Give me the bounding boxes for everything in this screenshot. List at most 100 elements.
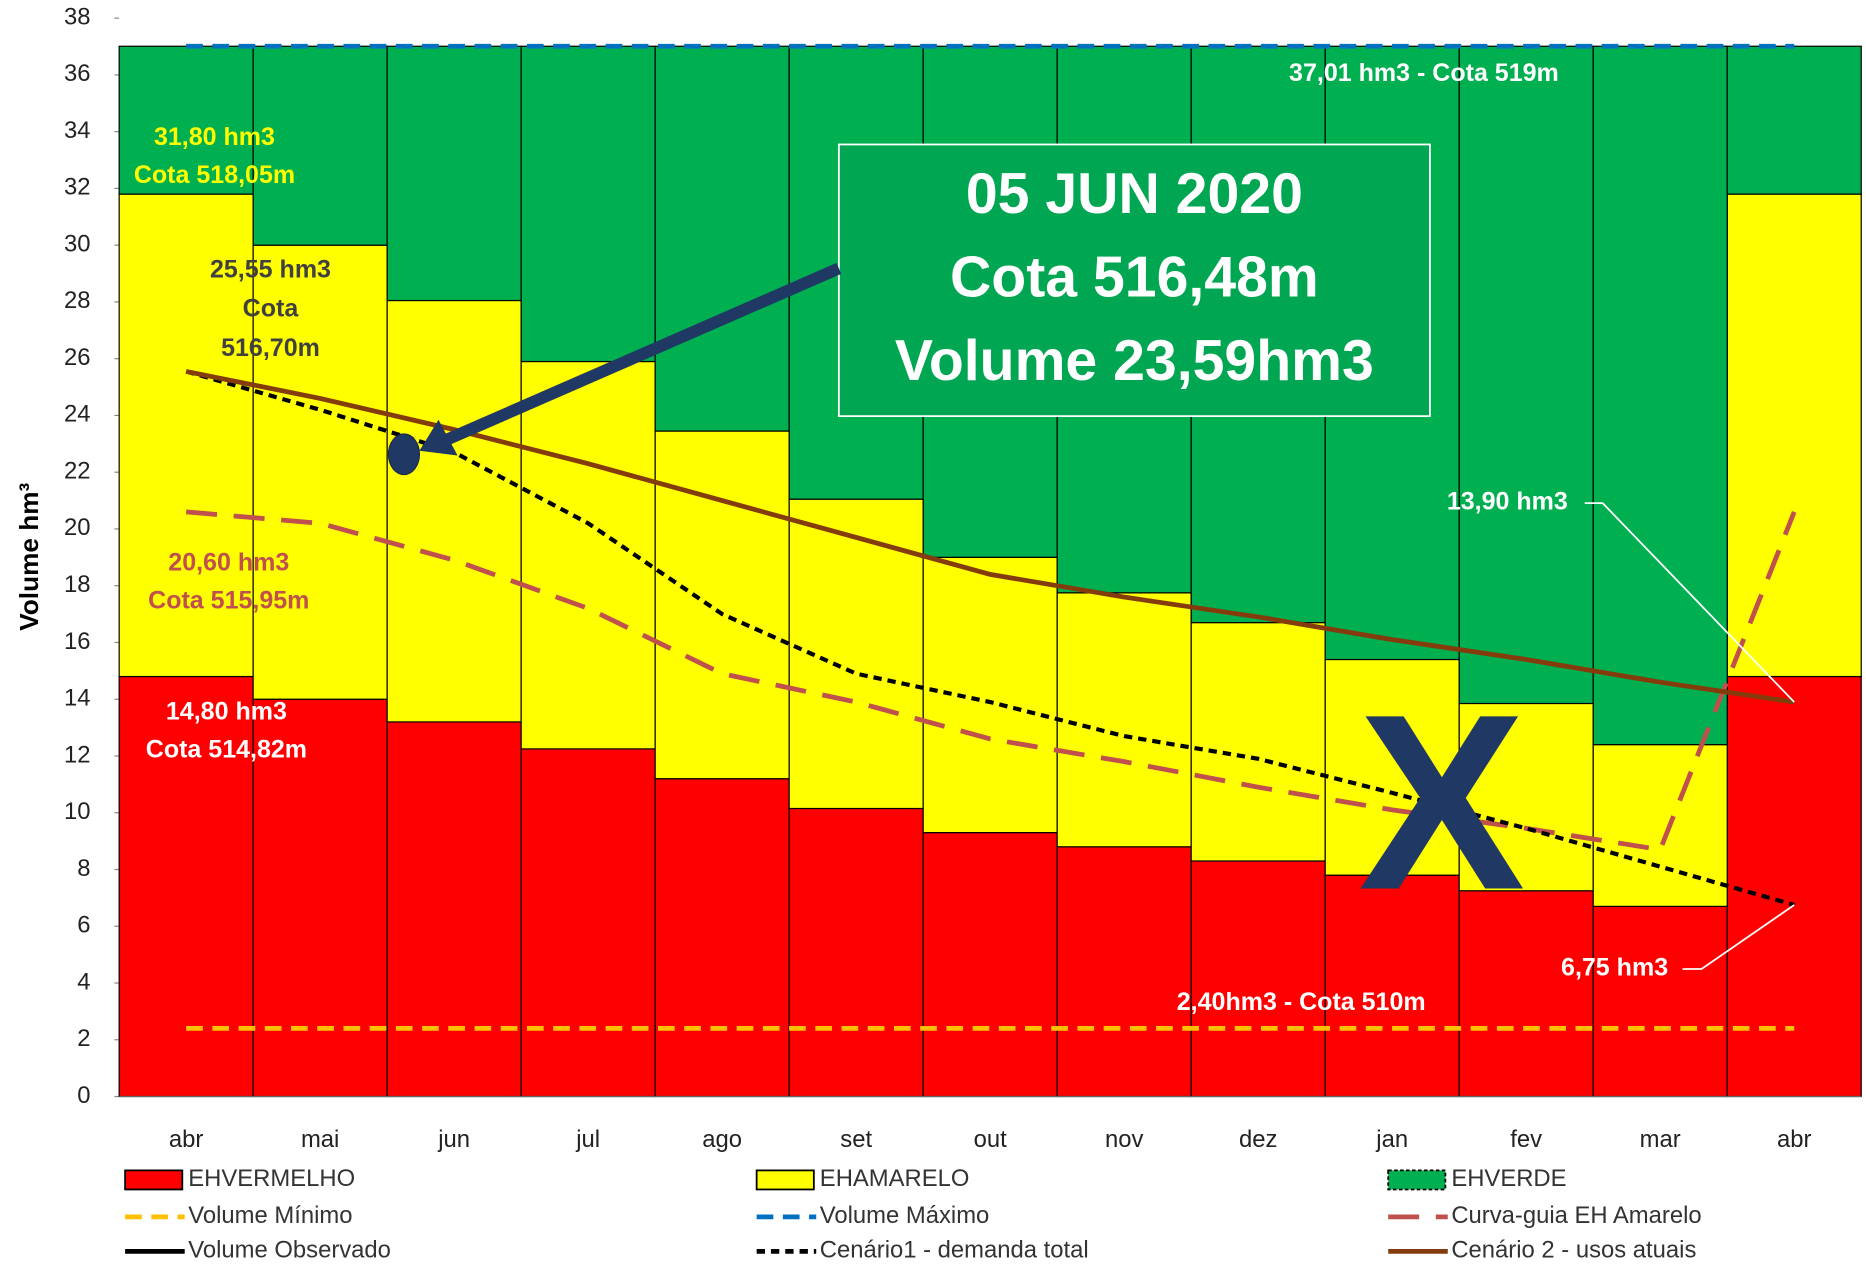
x-tick-label: nov bbox=[1105, 1126, 1144, 1153]
y-tick-label: 8 bbox=[77, 855, 90, 882]
x-tick-label: jul bbox=[575, 1126, 600, 1153]
annotation: Cota 516,48m bbox=[950, 246, 1319, 310]
bar-segment bbox=[1056, 846, 1192, 1098]
y-axis-label: Volume hm³ bbox=[14, 482, 44, 630]
x-tick-label: fev bbox=[1510, 1126, 1542, 1153]
y-tick-label: 18 bbox=[64, 571, 91, 598]
leader-line bbox=[1682, 904, 1795, 970]
y-tick-label: 38 bbox=[64, 3, 91, 30]
bar-segment bbox=[1324, 874, 1460, 1098]
annotation: 25,55 hm3 bbox=[210, 255, 331, 283]
y-tick-label: 28 bbox=[64, 287, 91, 314]
bar-segment bbox=[386, 299, 522, 723]
annotation: 20,60 hm3 bbox=[168, 548, 289, 576]
legend-swatch bbox=[1387, 1169, 1447, 1191]
annotation: 13,90 hm3 bbox=[1447, 488, 1568, 516]
y-tick-label: 10 bbox=[64, 798, 91, 825]
legend-swatch bbox=[124, 1169, 184, 1191]
legend-label: Curva-guia EH Amarelo bbox=[1451, 1202, 1701, 1229]
y-tick-label: 24 bbox=[64, 401, 91, 428]
legend-label: Volume Máximo bbox=[820, 1202, 990, 1229]
y-tick-label: 6 bbox=[77, 912, 90, 939]
legend-label: Volume Observado bbox=[188, 1237, 391, 1264]
callout-arrow bbox=[440, 262, 842, 447]
bar-segment bbox=[922, 832, 1058, 1098]
bar-segment bbox=[1458, 702, 1594, 892]
annotation: X bbox=[1358, 663, 1525, 943]
annotation: Cota 518,05m bbox=[134, 161, 295, 189]
y-tick-label: 34 bbox=[64, 117, 91, 144]
x-tick-label: ago bbox=[702, 1126, 742, 1153]
bar-segment bbox=[520, 45, 656, 363]
legend-label: EHVERDE bbox=[1451, 1165, 1566, 1192]
y-tick-label: 22 bbox=[64, 457, 91, 484]
line-series bbox=[185, 369, 1795, 705]
annotation: Volume 23,59hm3 bbox=[895, 329, 1374, 393]
x-tick-label: jan bbox=[1375, 1126, 1408, 1153]
bar-segment bbox=[252, 45, 388, 246]
bar-segment bbox=[520, 748, 656, 1098]
legend-label: Cenário1 - demanda total bbox=[820, 1237, 1089, 1264]
y-tick-label: 0 bbox=[77, 1082, 90, 1109]
x-tick-label: mar bbox=[1640, 1126, 1681, 1153]
y-tick-label: 2 bbox=[77, 1025, 90, 1052]
annotation: 31,80 hm3 bbox=[154, 123, 275, 151]
bar-segment bbox=[386, 45, 522, 302]
bar-segment bbox=[654, 45, 790, 432]
legend-swatch bbox=[755, 1169, 815, 1191]
legend-label: Cenário 2 - usos atuais bbox=[1451, 1237, 1696, 1264]
bar-segment bbox=[1592, 905, 1728, 1098]
annotation: Cota 515,95m bbox=[148, 587, 309, 615]
y-tick-label: 30 bbox=[64, 230, 91, 257]
annotation: 05 JUN 2020 bbox=[966, 162, 1303, 226]
bar-segment bbox=[1592, 744, 1728, 907]
bar-segment bbox=[654, 430, 790, 780]
x-tick-label: set bbox=[840, 1126, 872, 1153]
bar-segment bbox=[1190, 860, 1326, 1098]
legend-label: EHVERMELHO bbox=[188, 1165, 355, 1192]
annotation: 516,70m bbox=[221, 334, 320, 362]
legend-label: Volume Mínimo bbox=[188, 1202, 352, 1229]
bar-segment bbox=[1056, 592, 1192, 848]
y-tick-label: 32 bbox=[64, 174, 91, 201]
bar-segment bbox=[788, 807, 924, 1098]
annotation: 6,75 hm3 bbox=[1561, 954, 1668, 982]
bar-segment bbox=[1458, 890, 1594, 1098]
x-tick-label: abr bbox=[1777, 1126, 1812, 1153]
bar-segment bbox=[1190, 622, 1326, 862]
leader-line bbox=[1584, 502, 1795, 703]
x-tick-label: out bbox=[974, 1126, 1008, 1153]
bar-segment bbox=[654, 778, 790, 1098]
legend-label: EHAMARELO bbox=[820, 1165, 970, 1192]
bar-segment bbox=[386, 721, 522, 1098]
callout-box bbox=[837, 143, 1431, 418]
x-tick-label: dez bbox=[1239, 1126, 1277, 1153]
y-tick-label: 14 bbox=[64, 685, 91, 712]
bar-segment bbox=[118, 45, 254, 195]
bar-segment bbox=[1726, 193, 1862, 678]
bar-segment bbox=[922, 556, 1058, 834]
arrow-head bbox=[419, 419, 458, 456]
y-tick-label: 36 bbox=[64, 60, 91, 87]
x-tick-label: mai bbox=[301, 1126, 339, 1153]
line-series bbox=[185, 509, 1797, 853]
y-tick-label: 12 bbox=[64, 741, 91, 768]
bar-segment bbox=[1726, 675, 1862, 1098]
y-tick-label: 26 bbox=[64, 344, 91, 371]
x-tick-label: abr bbox=[169, 1126, 204, 1153]
bar-segment bbox=[1592, 45, 1728, 746]
bar-segment bbox=[1324, 658, 1460, 876]
annotation: Cota bbox=[243, 295, 300, 323]
bar-segment bbox=[1726, 45, 1862, 195]
annotation: 14,80 hm3 bbox=[166, 697, 287, 725]
bar-segment bbox=[118, 193, 254, 678]
bar-segment bbox=[252, 244, 388, 700]
y-tick-label: 16 bbox=[64, 628, 91, 655]
x-tick-label: jun bbox=[437, 1126, 470, 1153]
bar-segment bbox=[1458, 45, 1594, 705]
observed-point bbox=[387, 433, 421, 476]
annotation: Cota 514,82m bbox=[146, 736, 307, 764]
y-tick-label: 20 bbox=[64, 514, 91, 541]
